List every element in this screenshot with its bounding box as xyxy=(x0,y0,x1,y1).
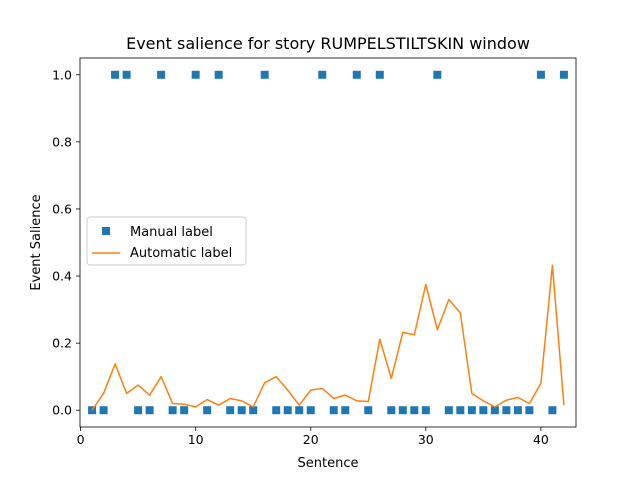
x-tick-label: 20 xyxy=(303,432,319,447)
legend-label-automatic: Automatic label xyxy=(130,246,232,261)
axes-frame xyxy=(79,57,577,428)
plot-area xyxy=(88,70,568,415)
manual-label-point xyxy=(329,406,338,415)
manual-label-point xyxy=(249,406,258,415)
manual-label-point xyxy=(122,70,131,79)
manual-label-point xyxy=(444,406,453,415)
manual-label-point xyxy=(410,406,419,415)
legend-frame xyxy=(86,216,247,266)
chart-title: Event salience for story RUMPELSTILTSKIN… xyxy=(126,34,530,53)
x-tick-label: 10 xyxy=(188,432,204,447)
x-tick-label: 0 xyxy=(77,432,85,447)
y-tick-label: 0.2 xyxy=(52,336,72,351)
manual-label-point xyxy=(306,406,315,415)
y-tick-label: 1.0 xyxy=(52,67,72,82)
manual-label-point xyxy=(375,70,384,79)
manual-label-point xyxy=(191,70,200,79)
manual-label-point xyxy=(180,406,189,415)
manual-label-point xyxy=(352,70,361,79)
manual-label-point xyxy=(168,406,177,415)
manual-label-point xyxy=(398,406,407,415)
manual-label-point xyxy=(421,406,430,415)
axis-ticks: 0 10 20 30 40 0.0 0.2 0.4 0.6 0.8 1.0 xyxy=(52,67,549,447)
legend-swatch-manual xyxy=(102,227,110,235)
manual-label-point xyxy=(364,406,373,415)
manual-label-point xyxy=(272,406,281,415)
manual-label-point xyxy=(467,406,476,415)
manual-label-point xyxy=(203,406,212,415)
manual-label-point xyxy=(295,406,304,415)
manual-label-point xyxy=(502,406,511,415)
manual-label-point xyxy=(283,406,292,415)
manual-label-point xyxy=(260,70,269,79)
y-tick-label: 0.4 xyxy=(52,269,72,284)
x-axis-label: Sentence xyxy=(298,456,359,471)
manual-label-point xyxy=(237,406,246,415)
manual-label-point xyxy=(111,70,120,79)
y-tick-label: 0.8 xyxy=(52,134,72,149)
manual-label-point xyxy=(226,406,235,415)
manual-label-point xyxy=(134,406,143,415)
manual-label-point xyxy=(548,406,557,415)
x-tick-label: 30 xyxy=(418,432,434,447)
manual-label-point xyxy=(214,70,223,79)
x-tick-label: 40 xyxy=(533,432,549,447)
manual-label-point xyxy=(341,406,350,415)
manual-label-point xyxy=(456,406,465,415)
manual-label-point xyxy=(433,70,442,79)
manual-label-point xyxy=(157,70,166,79)
manual-label-point xyxy=(513,406,522,415)
manual-label-point xyxy=(145,406,154,415)
manual-label-point xyxy=(490,406,499,415)
manual-label-point xyxy=(536,70,545,79)
manual-label-point xyxy=(387,406,396,415)
y-tick-label: 0.0 xyxy=(52,403,72,418)
automatic-label-line xyxy=(91,264,565,411)
manual-label-point xyxy=(559,70,568,79)
manual-label-point xyxy=(479,406,488,415)
manual-label-point xyxy=(318,70,327,79)
manual-label-point xyxy=(525,406,534,415)
legend-label-manual: Manual label xyxy=(130,225,213,240)
legend: Manual label Automatic label xyxy=(86,216,247,266)
y-axis-label: Event Salience xyxy=(29,194,44,290)
y-tick-label: 0.6 xyxy=(52,201,72,216)
manual-label-point xyxy=(99,406,108,415)
